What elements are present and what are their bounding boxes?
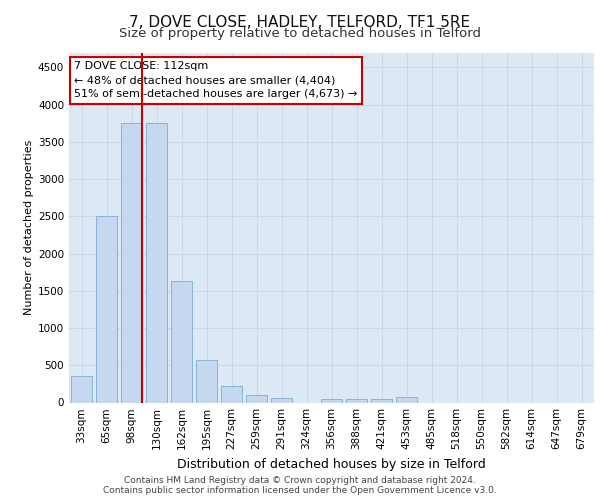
Bar — [346, 399, 367, 402]
Text: Size of property relative to detached houses in Telford: Size of property relative to detached ho… — [119, 28, 481, 40]
Bar — [246, 395, 267, 402]
Bar — [146, 123, 167, 402]
Text: Contains HM Land Registry data © Crown copyright and database right 2024.: Contains HM Land Registry data © Crown c… — [124, 476, 476, 485]
Bar — [71, 376, 92, 402]
Bar — [396, 397, 417, 402]
Bar — [121, 123, 142, 402]
Bar — [271, 398, 292, 402]
Bar — [321, 399, 342, 402]
Y-axis label: Number of detached properties: Number of detached properties — [24, 140, 34, 315]
Bar — [196, 360, 217, 403]
Text: 7 DOVE CLOSE: 112sqm
← 48% of detached houses are smaller (4,404)
51% of semi-de: 7 DOVE CLOSE: 112sqm ← 48% of detached h… — [74, 61, 358, 99]
Bar — [371, 399, 392, 402]
X-axis label: Distribution of detached houses by size in Telford: Distribution of detached houses by size … — [177, 458, 486, 471]
Bar — [171, 282, 192, 403]
Text: Contains public sector information licensed under the Open Government Licence v3: Contains public sector information licen… — [103, 486, 497, 495]
Text: 7, DOVE CLOSE, HADLEY, TELFORD, TF1 5RE: 7, DOVE CLOSE, HADLEY, TELFORD, TF1 5RE — [130, 15, 470, 30]
Bar — [221, 386, 242, 402]
Bar — [96, 216, 117, 402]
